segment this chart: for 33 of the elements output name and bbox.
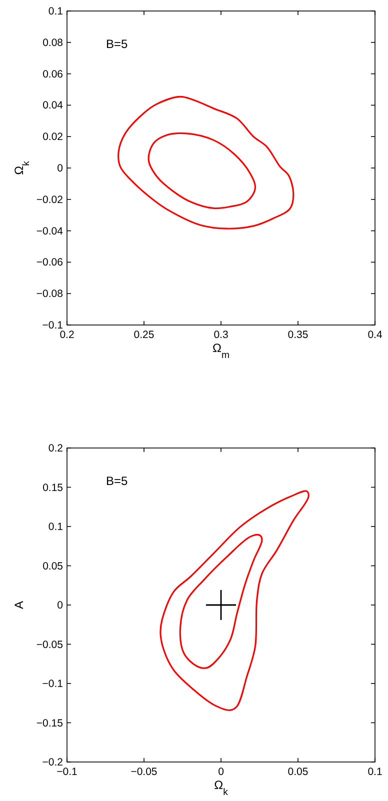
y-tick-label: 0.08 <box>42 36 64 49</box>
y-tick-label: −0.04 <box>36 225 64 238</box>
x-tick-label: 0.05 <box>288 766 308 778</box>
x-tick-label: −0.05 <box>130 766 158 778</box>
x-tick-label: 0.25 <box>134 329 154 341</box>
x-axis-title: Ω$_{k}$ <box>214 778 228 798</box>
annotation: B=5 <box>106 37 128 51</box>
y-tick-label: −0.05 <box>36 638 64 651</box>
x-tick-label: 0.1 <box>368 766 382 778</box>
y-tick-label: 0 <box>57 162 64 174</box>
x-axis-title: Ω$_{m}$ <box>212 341 230 360</box>
y-tick-label: 0.2 <box>48 442 64 454</box>
y-tick-label: −0.06 <box>36 256 64 269</box>
y-tick-label: 0.15 <box>42 482 64 494</box>
x-tick-label: 0.3 <box>214 329 228 341</box>
y-tick-label: 0.05 <box>42 560 64 572</box>
x-tick-label: 0.4 <box>368 329 382 341</box>
y-tick-label: −0.02 <box>36 194 64 206</box>
y-tick-label: −0.2 <box>42 756 64 768</box>
x-tick-label: 0.35 <box>288 329 308 341</box>
y-tick-label: 0.1 <box>48 6 64 18</box>
y-tick-label: 0.1 <box>48 521 64 533</box>
x-tick-label: 0 <box>218 766 224 778</box>
y-tick-label: −0.1 <box>42 678 64 690</box>
y-tick-label: −0.15 <box>36 717 64 730</box>
annotation: B=5 <box>106 474 128 488</box>
y-tick-label: 0.02 <box>42 131 64 144</box>
y-axis-title: A <box>12 600 26 610</box>
y-tick-label: 0.04 <box>42 100 64 112</box>
y-tick-label: −0.08 <box>36 288 64 300</box>
y-tick-label: 0 <box>57 600 64 612</box>
y-tick-label: −0.1 <box>42 320 64 332</box>
y-tick-label: 0.06 <box>42 68 64 80</box>
